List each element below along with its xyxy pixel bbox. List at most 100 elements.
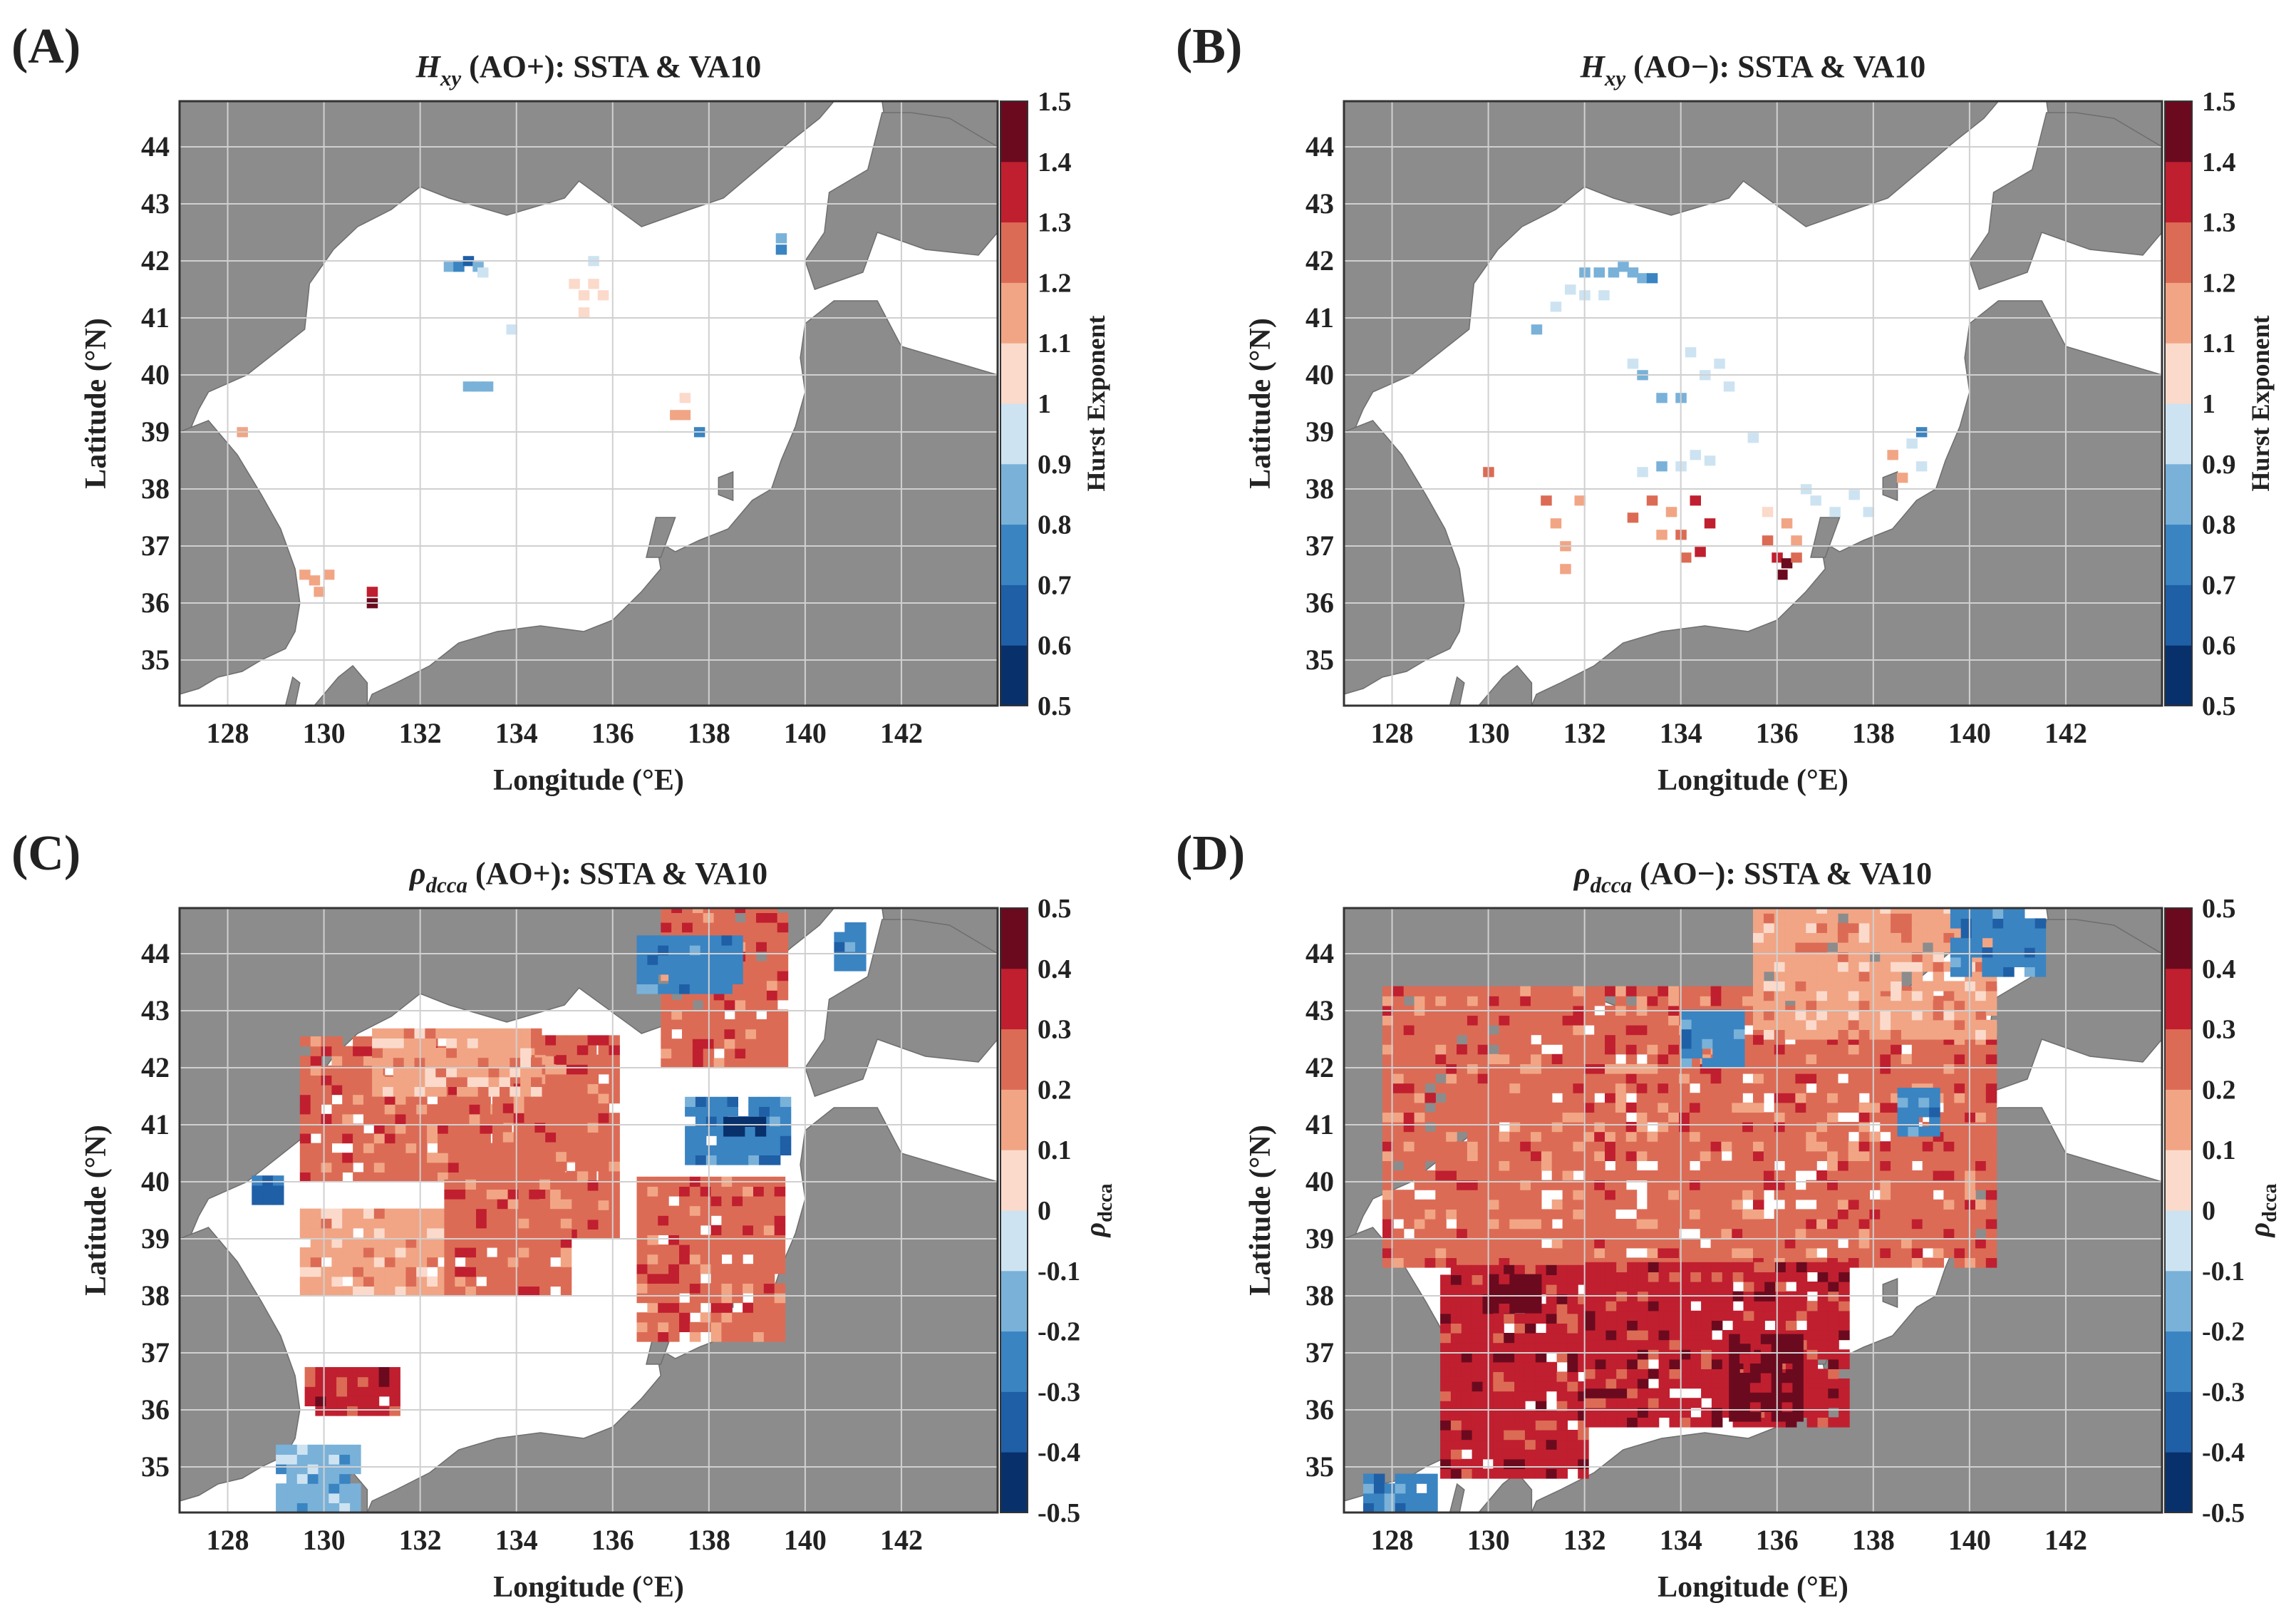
data-cell (609, 1054, 620, 1065)
y-tick-label: 43 (1305, 187, 1334, 220)
data-cell (668, 1273, 680, 1284)
data-cell (1732, 1310, 1744, 1321)
data-cell (1488, 996, 1500, 1006)
data-cell (1806, 1019, 1817, 1030)
colorbar-tick-label: -0.4 (1038, 1438, 1080, 1468)
data-cell (307, 1493, 319, 1503)
data-cell (378, 1376, 391, 1387)
data-cell (1975, 1083, 1987, 1093)
data-cell (745, 908, 757, 913)
data-cell (609, 1035, 620, 1046)
data-cell (1637, 1310, 1649, 1321)
data-cell (1689, 1131, 1701, 1142)
data-cell (1531, 1293, 1542, 1304)
data-cell (1405, 1493, 1417, 1503)
data-cell (1839, 1282, 1850, 1292)
data-cell (1817, 1417, 1829, 1428)
data-cell (416, 1172, 428, 1182)
data-cell (1754, 1301, 1765, 1311)
data-cell (384, 1113, 396, 1124)
data-cell (1509, 1063, 1521, 1074)
data-cell (1668, 1170, 1680, 1181)
data-cell (1922, 1010, 1934, 1021)
data-cell (753, 1254, 765, 1264)
data-cell (1520, 1219, 1531, 1230)
data-cell (1392, 1122, 1405, 1133)
data-cell (1714, 359, 1725, 369)
data-cell (477, 267, 489, 278)
data-cell (1414, 1112, 1426, 1123)
data-cell (1446, 1141, 1457, 1152)
data-cell (1816, 952, 1828, 962)
data-cell (513, 1142, 525, 1153)
data-cell (1690, 1369, 1702, 1379)
data-cell (469, 1143, 480, 1153)
data-cell (1562, 1150, 1574, 1161)
data-cell (1573, 1044, 1584, 1055)
data-cell (1679, 1083, 1690, 1093)
data-cell (1943, 1209, 1955, 1220)
data-cell (350, 1493, 361, 1503)
data-cell (1461, 1391, 1473, 1401)
data-cell (1382, 996, 1394, 1006)
data-cell (296, 1444, 309, 1455)
colorbar-tick-label: 0.9 (1038, 450, 1072, 480)
data-cell (329, 1503, 340, 1512)
data-cell (1450, 1401, 1462, 1411)
data-cell (1897, 1126, 1909, 1137)
map-area (180, 908, 998, 1512)
data-cell (1382, 1141, 1394, 1152)
data-cell (556, 1142, 567, 1153)
data-cells (237, 233, 787, 609)
data-cell (692, 1039, 704, 1049)
data-cell (1403, 1083, 1415, 1093)
data-cell (1440, 1333, 1452, 1344)
data-cell (1551, 1025, 1563, 1036)
data-cell (550, 1199, 562, 1210)
data-cell (753, 1312, 765, 1323)
kyushu-landmass (1478, 1471, 1533, 1512)
data-cell (1648, 1330, 1660, 1341)
data-cell (1784, 1141, 1796, 1152)
data-cell (1933, 981, 1945, 991)
data-cell (1467, 986, 1479, 996)
data-cell (353, 1276, 364, 1287)
data-cell (373, 1133, 386, 1144)
data-cell (1975, 1102, 1987, 1113)
data-cell (1763, 1180, 1775, 1190)
data-cell (1753, 952, 1764, 962)
data-cell (560, 1218, 572, 1229)
data-cell (326, 1396, 337, 1406)
data-cell (774, 1293, 786, 1304)
data-cell (1891, 1219, 1902, 1230)
data-cell (1414, 1122, 1426, 1133)
data-cell (1795, 1083, 1806, 1093)
data-cell (1901, 991, 1913, 1001)
data-cell (1763, 1170, 1775, 1181)
data-cell (1392, 986, 1405, 996)
data-cell (1869, 1083, 1881, 1093)
data-cell (299, 1218, 311, 1229)
data-cell (1658, 1025, 1669, 1036)
data-cell (353, 1104, 364, 1115)
data-cell (307, 1444, 319, 1455)
data-cell (1656, 461, 1667, 472)
data-cell (774, 1283, 786, 1294)
data-cell (416, 1286, 428, 1297)
data-cell (1749, 1373, 1762, 1383)
data-cell (1446, 1150, 1457, 1161)
data-cell (1583, 1238, 1595, 1249)
data-cell (769, 1125, 781, 1136)
data-cell (467, 1028, 479, 1039)
data-cell (1796, 1310, 1808, 1321)
data-cell (1975, 1122, 1987, 1133)
data-cell (1827, 1209, 1839, 1220)
colorbar-tick-label: 0.8 (2202, 510, 2236, 540)
data-cell (745, 1009, 757, 1020)
data-cell (1702, 1019, 1713, 1030)
data-cell (2014, 918, 2025, 929)
data-cell (531, 1038, 542, 1048)
data-cell (1435, 1247, 1447, 1258)
